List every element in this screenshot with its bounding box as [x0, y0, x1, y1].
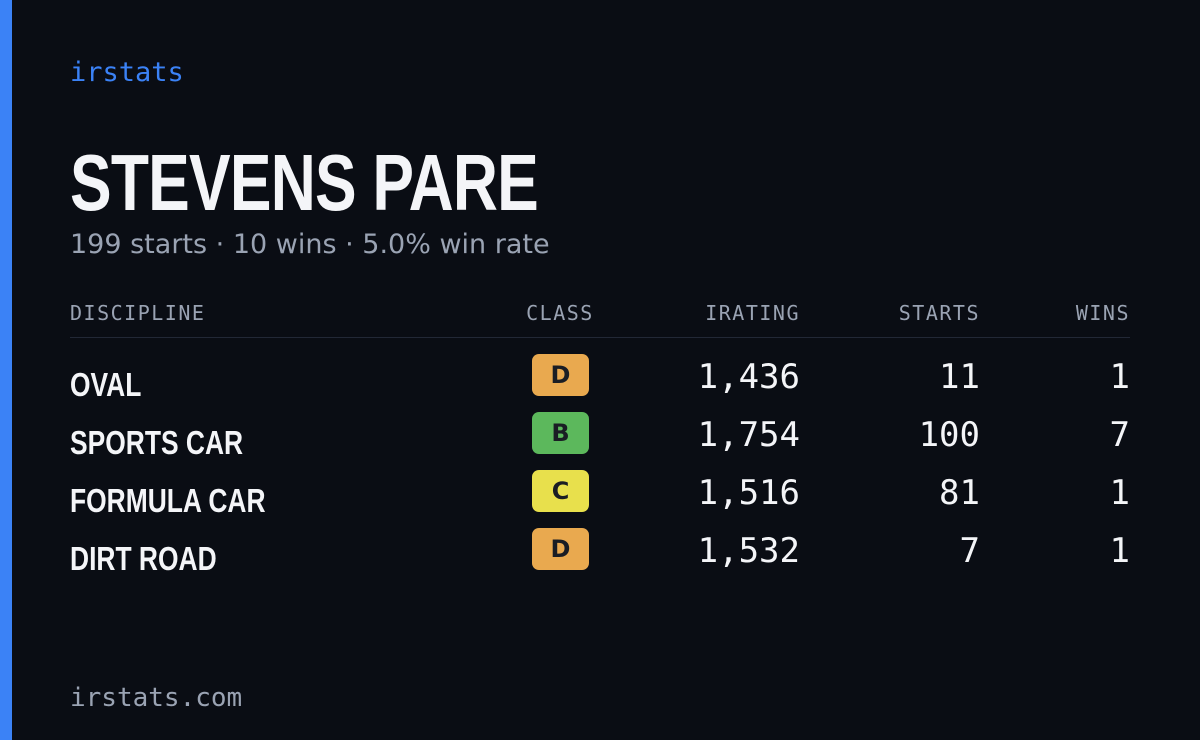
class-badge: D: [532, 354, 589, 396]
wins: 1: [1109, 473, 1130, 513]
column-header: STARTS: [898, 301, 980, 325]
footer-url: irstats.com: [70, 683, 243, 713]
irating: 1,436: [697, 357, 800, 397]
driver-summary: 199 starts · 10 wins · 5.0% win rate: [70, 229, 550, 260]
class-badge: B: [532, 412, 589, 454]
discipline: DIRT ROAD: [70, 540, 217, 577]
irating: 1,754: [697, 415, 800, 455]
discipline: FORMULA CAR: [70, 482, 266, 519]
column-header: IRATING: [705, 301, 800, 325]
wins: 7: [1109, 415, 1130, 455]
class-badge: C: [532, 470, 589, 512]
starts: 81: [939, 473, 980, 513]
column-header: DISCIPLINE: [70, 301, 206, 325]
accent-bar: [0, 0, 12, 740]
column-header: WINS: [1075, 301, 1130, 325]
wins: 1: [1109, 357, 1130, 397]
driver-name: STEVENS PARE: [70, 138, 539, 227]
irating: 1,532: [697, 531, 800, 571]
class-badge: D: [532, 528, 589, 570]
header-rule: [70, 337, 1130, 338]
discipline: OVAL: [70, 366, 142, 403]
wins: 1: [1109, 531, 1130, 571]
brand: irstats: [70, 57, 184, 88]
starts: 11: [939, 357, 980, 397]
column-header: CLASS: [526, 301, 594, 325]
starts: 100: [918, 415, 980, 455]
discipline: SPORTS CAR: [70, 424, 244, 461]
irating: 1,516: [697, 473, 800, 513]
starts: 7: [959, 531, 980, 571]
